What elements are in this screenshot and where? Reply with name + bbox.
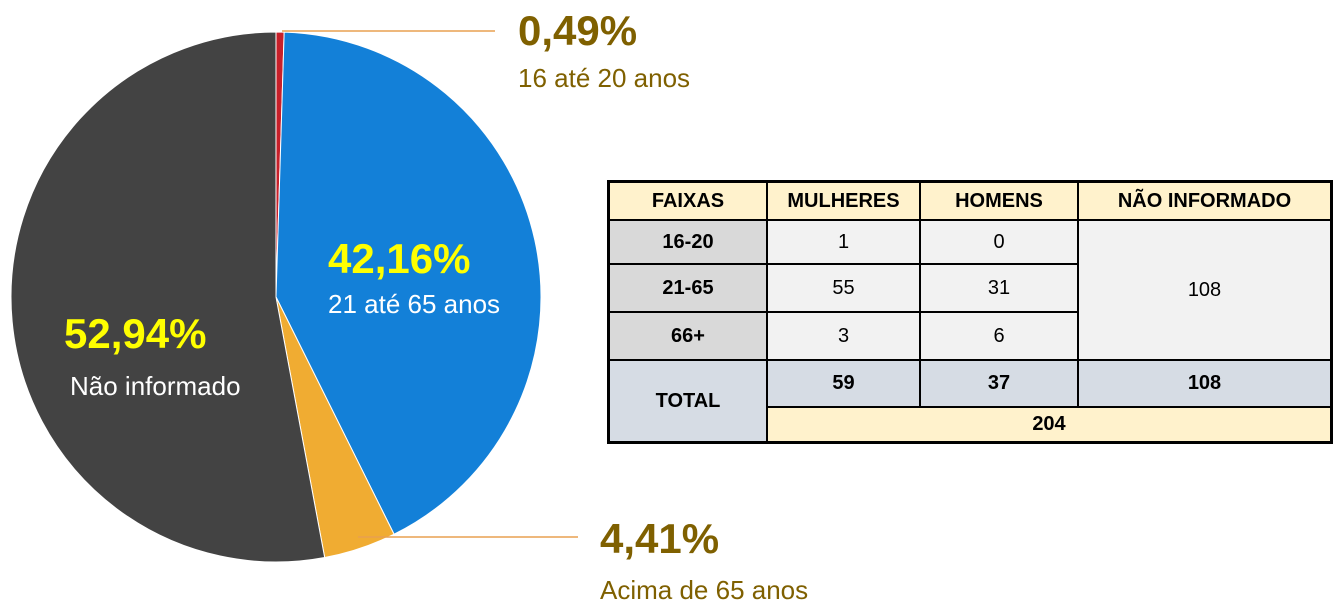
total-cell: 108 — [1077, 359, 1333, 408]
cell: 1 — [766, 219, 921, 265]
pie-slice — [275, 31, 542, 535]
cell: 108 — [1077, 219, 1333, 361]
value-label: 52,94% — [64, 310, 206, 357]
total-cell: 59 — [766, 359, 921, 408]
row-label: 66+ — [607, 311, 768, 361]
value-label: 42,16% — [328, 235, 470, 282]
header-cell: FAIXAS — [607, 180, 768, 221]
total-label: TOTAL — [607, 359, 768, 444]
header-cell: HOMENS — [919, 180, 1079, 221]
row-label: 16-20 — [607, 219, 768, 265]
category-label: 21 até 65 anos — [328, 289, 500, 319]
data-table: FAIXAS MULHERES HOMENS NÃO INFORMADO 16-… — [607, 180, 1333, 444]
header-cell: NÃO INFORMADO — [1077, 180, 1333, 221]
total-cell: 37 — [919, 359, 1079, 408]
cell: 55 — [766, 263, 921, 313]
category-label: Não informado — [70, 371, 241, 401]
header-cell: MULHERES — [766, 180, 921, 221]
row-label: 21-65 — [607, 263, 768, 313]
cell: 3 — [766, 311, 921, 361]
category-label: Acima de 65 anos — [600, 575, 808, 605]
grand-total: 204 — [766, 406, 1333, 444]
value-label: 0,49% — [518, 7, 637, 54]
value-label: 4,41% — [600, 515, 719, 562]
pie-slice — [10, 31, 326, 563]
cell: 0 — [919, 219, 1079, 265]
cell: 31 — [919, 263, 1079, 313]
cell: 6 — [919, 311, 1079, 361]
category-label: 16 até 20 anos — [518, 63, 690, 93]
